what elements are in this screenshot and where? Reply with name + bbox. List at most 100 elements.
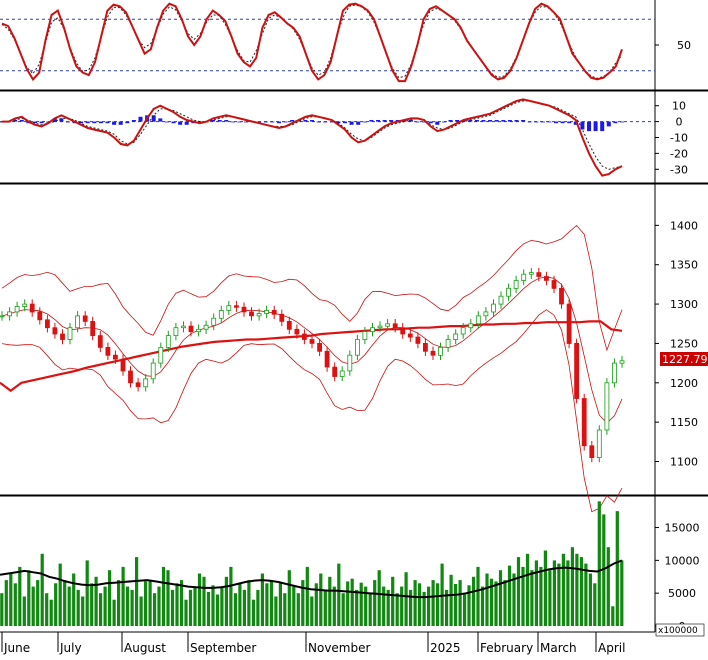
- macd-line: [2, 98, 623, 177]
- macd-histogram-bar: [587, 121, 591, 132]
- volume-bar: [489, 578, 494, 626]
- volume-bar: [99, 593, 103, 626]
- macd-histogram-bar: [164, 121, 169, 123]
- volume-bar: [602, 514, 606, 626]
- macd-histogram-bar: [415, 121, 420, 123]
- volume-bar: [166, 570, 170, 626]
- candle-body: [589, 445, 595, 458]
- macd-histogram-bar: [514, 120, 519, 122]
- candle-body: [430, 350, 436, 356]
- price-tick-label: 1300: [670, 298, 698, 311]
- candle-body: [574, 342, 579, 399]
- candle-body: [566, 303, 572, 344]
- month-label: September: [190, 641, 256, 655]
- volume-bar: [58, 563, 62, 626]
- volume-bar: [570, 547, 574, 626]
- macd-histogram-bar: [19, 120, 24, 122]
- candle-body: [491, 303, 496, 313]
- candle-body: [158, 346, 164, 364]
- volume-bar: [386, 589, 390, 626]
- macd-histogram-bar: [343, 121, 347, 124]
- price-tick-label: 1350: [670, 259, 698, 272]
- candle-body: [286, 320, 292, 330]
- volume-tick-label: 5000: [668, 587, 696, 600]
- candle-body: [271, 309, 277, 315]
- volume-bar: [260, 573, 264, 626]
- volume-bar: [539, 566, 543, 626]
- volume-bar: [256, 589, 260, 626]
- volume-bar: [67, 586, 71, 626]
- volume-bar: [292, 586, 296, 626]
- candle-body: [249, 311, 254, 317]
- volume-bar: [13, 583, 17, 626]
- candle-body: [7, 311, 12, 317]
- volume-bar: [126, 586, 130, 626]
- volume-bar: [418, 583, 422, 626]
- macd-histogram-bar: [158, 118, 163, 122]
- month-label: March: [540, 641, 577, 655]
- macd-histogram-bar: [125, 121, 130, 124]
- volume-bar: [606, 547, 610, 626]
- candle-body: [256, 313, 262, 317]
- month-label: April: [598, 641, 625, 655]
- macd-histogram-bar: [310, 120, 314, 122]
- volume-bar: [31, 586, 35, 626]
- volume-bar: [404, 572, 408, 626]
- volume-bar: [72, 573, 76, 626]
- volume-bar: [278, 583, 282, 626]
- volume-panel: 150001000050000: [0, 501, 700, 633]
- candle-body: [521, 273, 527, 281]
- candle-body: [135, 382, 141, 388]
- macd-histogram-bar: [79, 121, 84, 124]
- volume-bar: [305, 566, 309, 626]
- volume-bar: [202, 576, 206, 626]
- candle-body: [279, 313, 285, 322]
- macd-histogram-bar: [441, 121, 446, 123]
- macd-histogram-bar: [389, 120, 394, 122]
- candle-body: [475, 315, 481, 325]
- candle-body: [604, 382, 610, 431]
- volume-bar: [436, 583, 440, 626]
- macd-histogram-bar: [507, 120, 512, 122]
- macd-histogram-bar: [468, 120, 473, 122]
- volume-bar: [503, 580, 507, 626]
- volume-bar: [395, 593, 399, 626]
- month-label: February: [480, 641, 533, 655]
- macd-histogram-bar: [290, 120, 295, 122]
- volume-bar: [233, 593, 237, 626]
- candle-body: [226, 305, 232, 311]
- candle-body: [422, 342, 428, 352]
- candle-body: [150, 362, 156, 380]
- macd-histogram-bar: [488, 120, 493, 122]
- macd-histogram-bar: [580, 121, 585, 130]
- volume-bar: [400, 586, 404, 626]
- macd-histogram-bar: [171, 121, 176, 124]
- price-tick-label: 1200: [670, 377, 698, 390]
- volume-bar: [0, 593, 4, 626]
- macd-histogram-bar: [336, 121, 341, 124]
- candle-body: [332, 366, 338, 377]
- macd-histogram-bar: [435, 121, 440, 125]
- candle-body: [120, 358, 126, 372]
- oscillator-tick-label: 50: [677, 39, 691, 52]
- volume-bar: [45, 593, 49, 626]
- volume-bar: [296, 593, 300, 626]
- month-label: July: [59, 641, 82, 655]
- volume-bar: [458, 580, 462, 626]
- macd-histogram-bar: [554, 121, 558, 124]
- volume-bar: [575, 553, 579, 626]
- last-price-label: 1227.790: [662, 353, 708, 366]
- macd-histogram-bar: [547, 121, 552, 123]
- volume-bar: [561, 553, 565, 626]
- candle-body: [581, 398, 587, 447]
- volume-bar: [507, 565, 512, 626]
- volume-bar: [193, 586, 197, 626]
- month-label: November: [308, 641, 370, 655]
- candle-body: [445, 339, 451, 348]
- volume-bar: [188, 589, 193, 626]
- volume-bar: [175, 583, 179, 626]
- macd-histogram-bar: [98, 121, 103, 124]
- macd-histogram-bar: [560, 121, 565, 124]
- volume-bar: [597, 501, 601, 626]
- volume-bar: [301, 580, 305, 626]
